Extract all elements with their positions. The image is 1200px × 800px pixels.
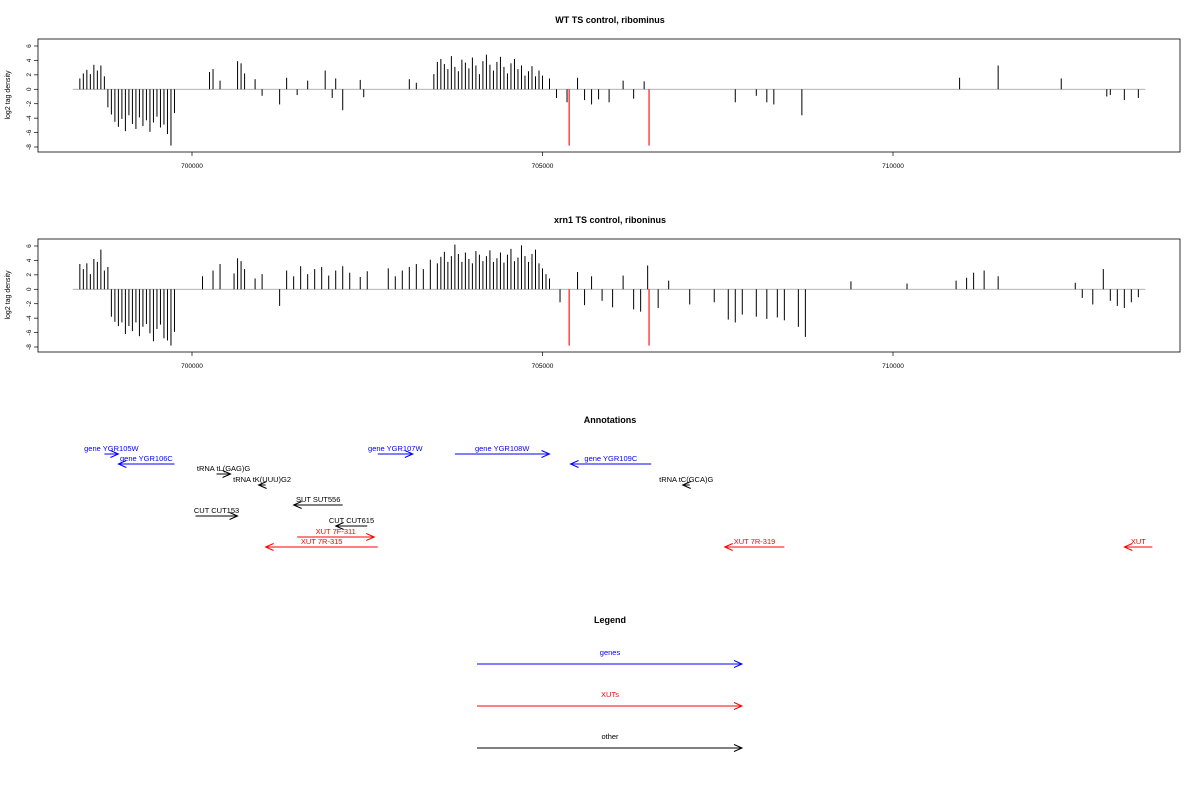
annotation-label: SUT SUT556 (296, 495, 340, 504)
annotation-arrow (297, 533, 376, 541)
bars-wt (79, 54, 1139, 146)
y-tick-label: 2 (26, 73, 33, 77)
y-tick-label: 4 (26, 58, 33, 62)
annotation-arrow (334, 522, 368, 530)
annotation-label: CUT CUT615 (329, 516, 374, 525)
legend-label: genes (600, 648, 621, 657)
annotation-label: gene YGR105W (84, 444, 139, 453)
panel-title-wt: WT TS control, ribominus (555, 15, 665, 25)
annotation-arrow (1123, 543, 1153, 551)
annotation-arrow (195, 512, 239, 520)
plot-frame-xrn1 (37, 238, 1181, 353)
plot-frame-wt (37, 38, 1181, 153)
annotation-label: XUT 7F-311 (316, 527, 356, 536)
legend-label: XUTs (601, 690, 619, 699)
annotation-label: XUT 7R-315 (301, 537, 343, 546)
annotation-arrow (569, 460, 652, 468)
legend-items: genes XUTs other (477, 648, 744, 752)
annotation-arrow (723, 543, 785, 551)
annotations-title: Annotations (584, 415, 637, 425)
bars-xrn1 (79, 244, 1139, 346)
legend-label: other (601, 732, 619, 741)
legend-panel: Legend genes XUTs other (477, 615, 744, 752)
legend-arrow (477, 660, 744, 668)
y-tick-label: -2 (26, 300, 33, 306)
annotation-label: tRNA tL(GAG)G (197, 464, 251, 473)
y-tick-label: -2 (26, 100, 33, 106)
y-tick-label: 6 (26, 244, 33, 248)
annotation-label: gene YGR108W (475, 444, 530, 453)
annotation-arrow (104, 450, 120, 458)
annotation-label: XUT 7R-319 (734, 537, 776, 546)
y-tick-label: 0 (26, 87, 33, 91)
annotation-arrow (257, 481, 267, 489)
axes-wt: 6 4 2 0 -2 -4 -6 -8 700000 705000 710000 (26, 44, 1146, 170)
axes-xrn1: 6 4 2 0 -2 -4 -6 -8 700000 705000 710000 (26, 244, 1146, 370)
annotation-arrow (117, 460, 175, 468)
annotation-arrow (264, 543, 378, 551)
panel-wt: WT TS control, ribominus log2 tag densit… (5, 15, 1181, 170)
annotation-arrow (377, 450, 415, 458)
annotation-label: XUT (1131, 537, 1146, 546)
annotation-label: gene YGR106C (120, 454, 173, 463)
annotation-label: tRNA tK(UUU)G2 (233, 475, 291, 484)
x-tick-label: 700000 (181, 163, 203, 170)
y-tick-label: -6 (26, 129, 33, 135)
x-tick-label: 710000 (882, 163, 904, 170)
y-tick-label: 6 (26, 44, 33, 48)
y-tick-label: 4 (26, 258, 33, 262)
annotation-label: tRNA tC(GCA)G (659, 475, 713, 484)
annotation-label: CUT CUT153 (194, 506, 239, 515)
legend-arrow (477, 702, 744, 710)
panel-title-xrn1: xrn1 TS control, riboninus (554, 215, 666, 225)
legend-title: Legend (594, 615, 626, 625)
annotation-label: gene YGR109C (584, 454, 637, 463)
y-tick-label: -6 (26, 329, 33, 335)
x-tick-label: 700000 (181, 363, 203, 370)
annotation-arrow (292, 501, 343, 509)
annotation-arrow (454, 450, 551, 458)
annotation-arrow (216, 470, 232, 478)
y-tick-label: -4 (26, 315, 33, 321)
y-tick-label: -4 (26, 115, 33, 121)
panel-xrn1: xrn1 TS control, riboninus log2 tag dens… (5, 215, 1181, 370)
x-tick-label: 705000 (532, 363, 554, 370)
y-axis-label-xrn1: log2 tag density (5, 270, 12, 320)
y-tick-label: -8 (26, 344, 33, 350)
y-tick-label: 2 (26, 273, 33, 277)
y-tick-label: -8 (26, 144, 33, 150)
legend-arrow (477, 744, 744, 752)
x-tick-label: 705000 (532, 163, 554, 170)
annotation-label: gene YGR107W (368, 444, 423, 453)
y-axis-label-wt: log2 tag density (5, 70, 12, 120)
y-tick-label: 0 (26, 287, 33, 291)
x-tick-label: 710000 (882, 363, 904, 370)
annotation-arrow (681, 481, 691, 489)
